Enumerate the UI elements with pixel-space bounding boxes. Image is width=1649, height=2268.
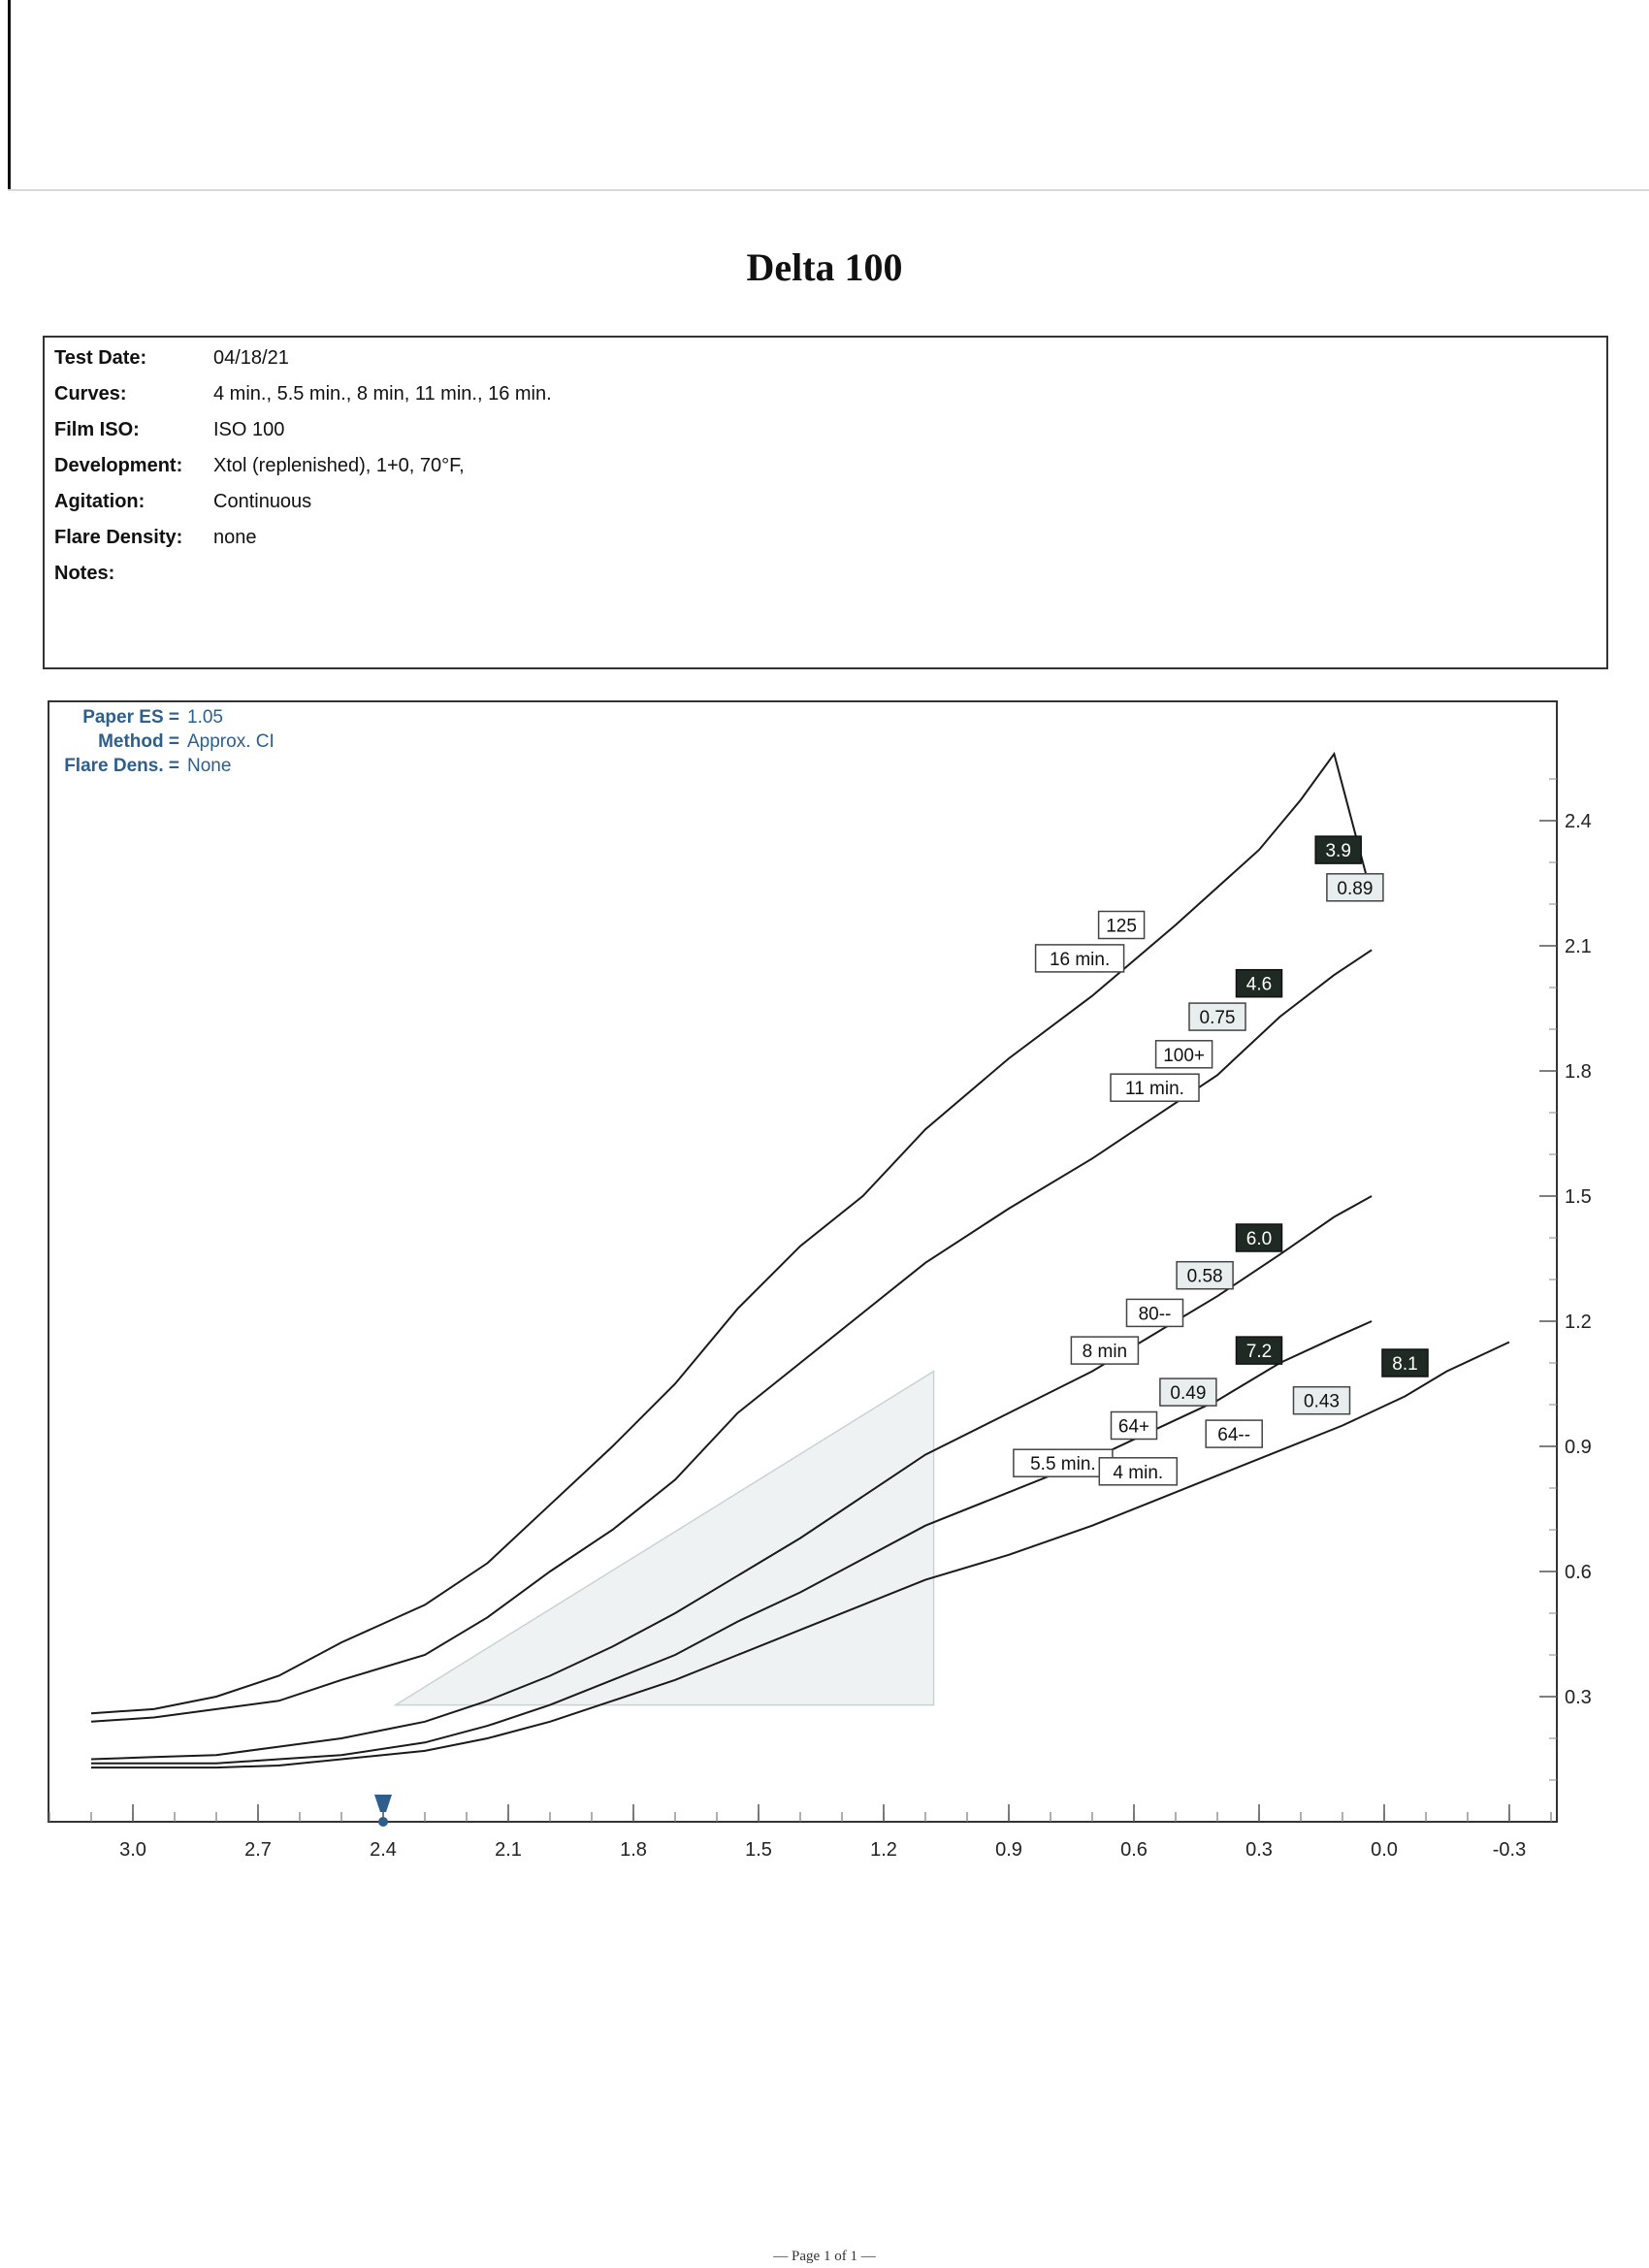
curve-label-ci: 0.75 — [1200, 1008, 1236, 1028]
x-marker-pin — [374, 1795, 392, 1812]
x-tick-label: 0.3 — [1245, 1839, 1273, 1861]
curve-label-box-zone — [1314, 835, 1362, 864]
x-tick-label: 1.2 — [870, 1839, 897, 1861]
curve-label-ci: 0.49 — [1170, 1383, 1206, 1404]
curve-label-zone: 7.2 — [1246, 1342, 1272, 1362]
curve-label-box-speed — [1205, 1419, 1263, 1448]
curve-5-5-min — [91, 1320, 1373, 1765]
param-label: Paper ES = — [82, 707, 179, 728]
x-tick-label: 0.9 — [995, 1839, 1022, 1861]
y-tick-label: 2.1 — [1565, 936, 1592, 957]
curve-label-name: 8 min — [1083, 1342, 1127, 1362]
info-value: 4 min., 5.5 min., 8 min, 11 min., 16 min… — [213, 383, 552, 405]
x-tick-label: 1.5 — [745, 1839, 772, 1861]
curve-label-box-name — [1034, 944, 1125, 973]
curve-label-box-speed — [1097, 910, 1146, 940]
x-tick-label: 3.0 — [119, 1839, 146, 1861]
curve-label-speed: 64+ — [1118, 1417, 1149, 1438]
param-label: Method = — [98, 731, 179, 752]
page-footer: — Page 1 of 1 — — [773, 2249, 876, 2264]
curve-label-box-name — [1013, 1448, 1114, 1477]
y-tick-label: 2.4 — [1565, 811, 1592, 832]
param-value: None — [187, 756, 231, 776]
info-label: Flare Density: — [54, 527, 183, 548]
param-label: Flare Dens. = — [64, 756, 179, 776]
info-value: none — [213, 527, 257, 548]
info-label: Curves: — [54, 383, 127, 405]
curve-label-ci: 0.58 — [1187, 1267, 1223, 1287]
info-label: Test Date: — [54, 347, 147, 369]
y-tick-label: 0.3 — [1565, 1687, 1592, 1708]
info-value: Xtol (replenished), 1+0, 70°F, — [213, 455, 465, 476]
curve-label-speed: 80-- — [1139, 1304, 1172, 1324]
curve-label-box-zone — [1235, 1223, 1283, 1252]
scan-edge-mark — [8, 0, 11, 189]
info-value: ISO 100 — [213, 419, 285, 440]
y-tick-label: 1.8 — [1565, 1061, 1592, 1083]
curve-8-min — [90, 1195, 1373, 1761]
curve-label-name: 11 min. — [1125, 1079, 1184, 1099]
curve-label-ci: 0.89 — [1337, 879, 1373, 899]
curve-label-box-name — [1070, 1336, 1140, 1365]
curve-label-zone: 8.1 — [1392, 1354, 1417, 1375]
curve-label-speed: 125 — [1106, 917, 1137, 937]
characteristic-curve-chart: 3.0 2.7 2.4 2.1 1.8 1.5 1.2 0.9 0.6 0.3 0.0 -0.3 2.4… — [48, 700, 1592, 1861]
curve-label-box-zone — [1235, 968, 1283, 998]
curve-label-name: 4 min. — [1113, 1463, 1163, 1483]
scan-rule — [8, 189, 1649, 191]
param-value: 1.05 — [187, 707, 223, 728]
curve-label-name: 16 min. — [1050, 950, 1110, 970]
curve-label-speed: 100+ — [1163, 1046, 1205, 1066]
curve-label-box-name — [1098, 1457, 1179, 1486]
info-label: Agitation: — [54, 491, 146, 512]
curve-label-ci: 0.43 — [1304, 1392, 1340, 1412]
x-marker-dot — [378, 1817, 388, 1827]
x-tick-label: 0.0 — [1371, 1839, 1398, 1861]
curve-label-box-speed — [1110, 1410, 1158, 1441]
curve-label-box-ci — [1326, 873, 1384, 902]
info-value: 04/18/21 — [213, 347, 289, 369]
curve-label-box-name — [1110, 1073, 1200, 1102]
info-label: Development: — [54, 455, 183, 476]
info-label: Film ISO: — [54, 419, 140, 440]
y-tick-label: 1.5 — [1565, 1186, 1592, 1208]
x-tick-label: 1.8 — [620, 1839, 647, 1861]
x-tick-label: 2.1 — [495, 1839, 522, 1861]
x-tick-label: -0.3 — [1493, 1839, 1526, 1861]
curve-label-box-ci — [1159, 1377, 1217, 1407]
curve-label-name: 5.5 min. — [1030, 1454, 1096, 1474]
curve-label-box-speed — [1154, 1040, 1213, 1069]
curve-label-zone: 4.6 — [1246, 975, 1272, 995]
shaded-region — [393, 1370, 935, 1706]
curve-label-zone: 3.9 — [1325, 841, 1350, 861]
curve-label-box-zone — [1381, 1348, 1429, 1377]
curve-label-box-speed — [1125, 1298, 1184, 1328]
x-tick-label: 0.6 — [1120, 1839, 1148, 1861]
curve-label-speed: 64-- — [1217, 1425, 1250, 1445]
curve-16-min — [90, 751, 1374, 1715]
curve-4-min — [91, 1341, 1510, 1769]
curve-label-box-ci — [1188, 1002, 1246, 1031]
y-tick-label: 1.2 — [1565, 1312, 1592, 1333]
page-title: Delta 100 — [746, 245, 903, 289]
y-tick-label: 0.6 — [1565, 1562, 1592, 1583]
info-label: Notes: — [54, 563, 115, 584]
curve-label-zone: 6.0 — [1246, 1229, 1272, 1249]
plot-frame — [48, 700, 1558, 1823]
y-tick-label: 0.9 — [1565, 1437, 1592, 1458]
curve-label-box-zone — [1235, 1336, 1283, 1365]
test-info-panel: Test Date: 04/18/21 Curves: 4 min., 5.5 … — [43, 336, 1608, 669]
info-value: Continuous — [213, 491, 312, 512]
param-value: Approx. CI — [187, 731, 275, 752]
x-tick-label: 2.7 — [244, 1839, 272, 1861]
curve-label-box-ci — [1292, 1385, 1351, 1415]
curve-label-box-ci — [1176, 1260, 1234, 1290]
x-tick-label: 2.4 — [370, 1839, 397, 1861]
